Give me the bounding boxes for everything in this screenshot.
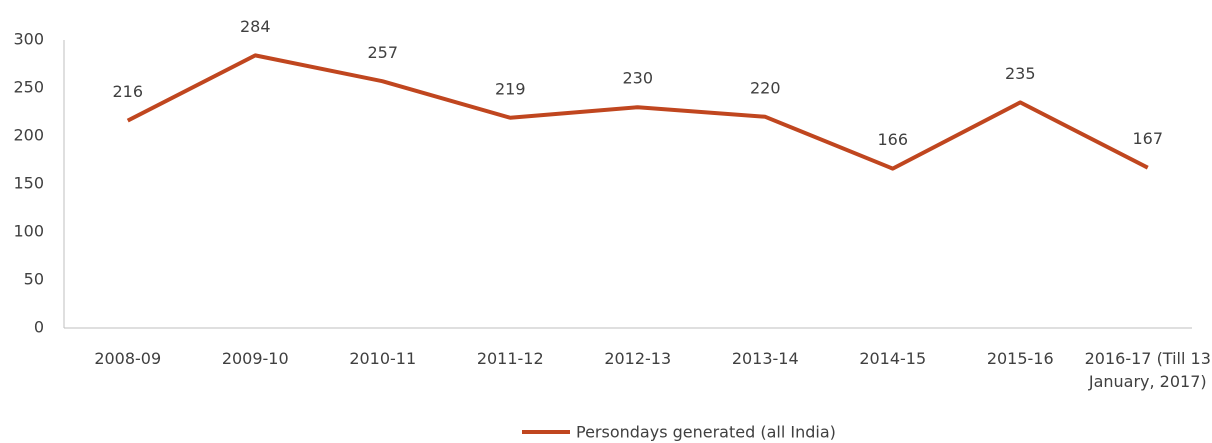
x-tick-label: 2016-17 (Till 13 January, 2017) <box>1084 349 1211 391</box>
data-label: 230 <box>622 69 653 88</box>
x-tick-label: 2012-13 <box>604 349 672 368</box>
x-tick-label: 2010-11 <box>349 349 417 368</box>
data-label: 167 <box>1132 129 1163 148</box>
data-label: 257 <box>367 43 398 62</box>
data-label: 219 <box>495 79 526 98</box>
data-label: 216 <box>112 82 143 101</box>
y-tick-label: 0 <box>34 318 44 337</box>
y-tick-label: 250 <box>13 78 44 97</box>
x-tick-label: 2015-16 <box>986 349 1054 368</box>
data-label: 284 <box>240 17 271 36</box>
y-tick-label: 200 <box>13 126 44 145</box>
y-tick-label: 100 <box>13 222 44 241</box>
legend-label: Persondays generated (all India) <box>576 423 836 442</box>
x-tick-label: 2009-10 <box>221 349 289 368</box>
data-label: 235 <box>1005 64 1036 83</box>
x-tick-label: 2013-14 <box>731 349 799 368</box>
x-tick-label: 2008-09 <box>94 349 162 368</box>
y-tick-label: 150 <box>13 174 44 193</box>
data-line <box>126 53 1149 171</box>
data-label: 166 <box>877 130 908 149</box>
data-label: 220 <box>750 78 781 97</box>
y-tick-label: 50 <box>24 270 44 289</box>
x-tick-label: 2011-12 <box>476 349 544 368</box>
y-tick-label: 300 <box>13 30 44 49</box>
x-tick-label: 2014-15 <box>859 349 927 368</box>
